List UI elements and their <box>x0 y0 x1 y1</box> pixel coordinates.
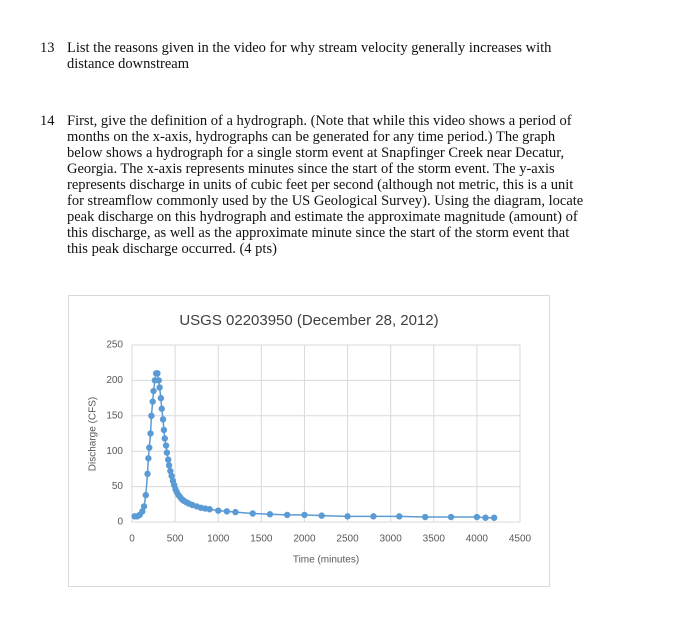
data-point <box>146 444 153 451</box>
text-line: List the reasons given in the video for … <box>67 40 552 56</box>
data-point <box>447 513 455 521</box>
data-point <box>223 508 231 515</box>
data-point <box>396 513 403 520</box>
data-point <box>144 470 151 478</box>
data-point <box>157 394 165 402</box>
data-point <box>156 384 163 391</box>
text-line: for streamflow commonly used by the US G… <box>67 193 584 209</box>
y-tick-label: 100 <box>106 446 123 457</box>
data-point <box>150 387 157 395</box>
text-line: First, give the definition of a hydrogra… <box>67 113 572 129</box>
text-line: months on the x-axis, hydrographs can be… <box>67 129 556 145</box>
x-axis-title: Time (minutes) <box>293 555 359 566</box>
data-point <box>165 462 173 469</box>
question-text: First, give the definition of a hydrogra… <box>67 113 583 257</box>
data-point <box>148 412 155 419</box>
y-tick-label: 0 <box>117 517 123 528</box>
text-line: represents discharge in units of cubic f… <box>67 177 574 193</box>
x-tick-label: 4000 <box>466 534 489 545</box>
data-point <box>473 513 481 521</box>
y-axis-title: Discharge (CFS) <box>88 397 99 471</box>
data-point <box>266 511 274 518</box>
data-point <box>154 370 161 377</box>
data-point <box>168 472 175 480</box>
series-line <box>134 372 495 519</box>
data-point <box>142 491 149 499</box>
text-line: Georgia. The x-axis represents minutes s… <box>67 161 555 177</box>
x-tick-label: 3500 <box>423 534 446 545</box>
x-tick-label: 4500 <box>509 534 532 545</box>
x-tick-label: 1500 <box>250 534 273 545</box>
data-point <box>165 456 172 463</box>
x-tick-label: 0 <box>129 534 135 545</box>
x-tick-label: 1000 <box>207 534 230 545</box>
data-point <box>159 416 167 423</box>
data-point <box>167 467 174 475</box>
text-line: this peak discharge occurred. (4 pts) <box>67 241 277 257</box>
text-line: distance downstream <box>67 56 190 72</box>
data-point <box>160 426 168 434</box>
x-tick-label: 3000 <box>380 534 403 545</box>
data-point <box>344 513 351 520</box>
data-point <box>145 455 152 462</box>
data-point <box>370 513 377 520</box>
chart: USGS 02203950 (December 28, 2012) 0 50 100 1… <box>88 312 532 566</box>
data-point <box>158 405 165 412</box>
x-tick-label: 500 <box>167 534 184 545</box>
text-line: peak discharge on this hydrograph and es… <box>67 209 578 225</box>
chart-frame: USGS 02203950 (December 28, 2012) 0 50 100 1… <box>68 295 550 587</box>
y-tick-label: 200 <box>106 375 123 386</box>
data-point <box>163 449 171 456</box>
data-point <box>482 514 489 521</box>
data-point <box>149 398 156 405</box>
data-point <box>318 512 325 519</box>
data-point <box>215 507 222 514</box>
x-tick-label: 2000 <box>293 534 316 545</box>
data-point <box>139 508 146 515</box>
data-point <box>421 513 429 521</box>
data-point <box>147 430 154 437</box>
y-tick-label: 150 <box>106 410 123 421</box>
data-point <box>301 511 308 519</box>
data-point <box>232 508 239 516</box>
chart-title: USGS 02203950 (December 28, 2012) <box>179 312 438 329</box>
data-point <box>140 503 148 510</box>
data-point <box>162 442 170 449</box>
y-tick-label: 50 <box>112 481 124 492</box>
text-line: this discharge, as well as the approxima… <box>67 225 570 241</box>
data-point <box>284 511 291 519</box>
question-number: 13 <box>40 40 55 56</box>
text-line: below shows a hydrograph for a single st… <box>67 145 565 161</box>
data-point <box>249 510 256 517</box>
data-point <box>155 377 162 384</box>
y-tick-label: 250 <box>106 340 123 351</box>
data-point <box>206 506 213 513</box>
question-number: 14 <box>40 113 55 129</box>
question-text: List the reasons given in the video for … <box>67 40 551 72</box>
data-point <box>490 514 498 521</box>
x-tick-label: 2500 <box>336 534 359 545</box>
data-point <box>161 435 168 442</box>
